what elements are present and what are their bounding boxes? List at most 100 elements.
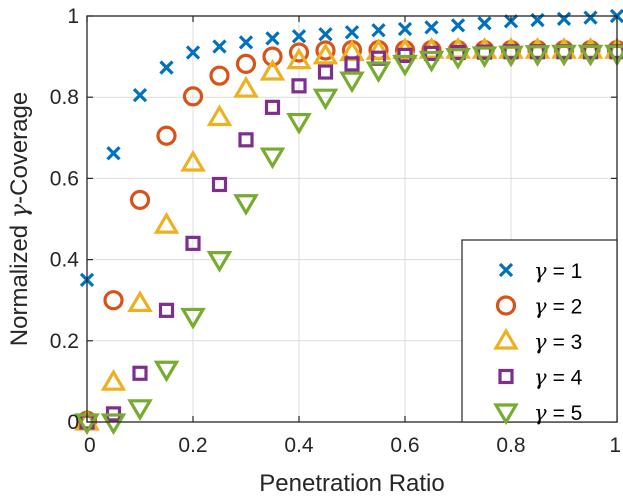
x-tick-label: 0.2 <box>178 434 207 457</box>
series-1-point <box>265 31 280 46</box>
series-5-point <box>127 399 153 421</box>
series-2-point <box>182 86 204 107</box>
series-5-point <box>418 50 445 73</box>
series-4-point <box>291 78 307 94</box>
series-1-point <box>397 21 413 37</box>
y-tick-labels: 0 0.2 0.4 0.6 0.8 1 <box>50 5 80 434</box>
series-2-point <box>103 290 124 311</box>
series-3-point <box>312 42 339 65</box>
x-tick-label: 0.6 <box>390 434 419 457</box>
legend: γ = 1 γ = 2 γ = 3 γ = 4 γ = 5 <box>461 239 618 426</box>
x-tick-labels: 0 0.2 0.4 0.6 0.8 1 <box>84 434 621 457</box>
series-2-point <box>209 65 230 86</box>
series-5-point <box>577 44 604 67</box>
series-4-point <box>132 365 148 381</box>
series-2-point <box>288 42 310 63</box>
legend-marker-3 <box>493 327 519 350</box>
series-3-point <box>365 38 392 60</box>
series-1-point <box>185 45 201 60</box>
series-1-point <box>238 35 254 50</box>
legend-item-3: γ = 3 <box>493 327 582 354</box>
legend-item-1: γ = 1 <box>498 259 582 283</box>
series-1-point <box>371 23 386 38</box>
legend-marker-5 <box>493 403 519 426</box>
series-5-point <box>180 307 206 330</box>
legend-symbol: γ <box>534 366 547 390</box>
series-5 <box>74 44 623 436</box>
series-3-point <box>127 290 153 313</box>
series-1-point <box>291 29 307 44</box>
series-1-point <box>344 25 360 40</box>
series-1-point <box>132 88 148 103</box>
series-3-point <box>339 39 365 62</box>
x-tick-label: 0.4 <box>284 434 314 457</box>
series-4-point <box>158 302 175 318</box>
legend-marker-1 <box>498 262 514 278</box>
series-5-point <box>365 61 392 84</box>
series-4-point <box>185 235 201 251</box>
legend-marker-2 <box>495 295 517 316</box>
series-4-point <box>344 56 360 72</box>
series-5-point <box>153 360 180 383</box>
legend-symbol: γ <box>534 330 547 354</box>
y-axis-label: Normalized γ-Coverage <box>5 92 33 346</box>
series-4-point <box>238 132 254 148</box>
legend-value: = 3 <box>553 331 583 354</box>
series-5-point <box>471 46 498 69</box>
x-tick-label: 0.8 <box>496 434 525 457</box>
legend-item-5: γ = 5 <box>493 401 583 426</box>
axes-box <box>86 15 618 423</box>
legend-symbol: γ <box>534 259 547 283</box>
series-5-point <box>445 47 471 70</box>
series-5-point <box>312 88 339 111</box>
legend-item-4: γ = 4 <box>498 366 583 390</box>
y-tick-label: 0.4 <box>50 249 80 272</box>
series-1-point <box>212 39 227 54</box>
series-1-point <box>556 11 572 26</box>
legend-label-1: γ = 1 <box>534 259 582 283</box>
y-axis-label-suffix: -Coverage <box>6 92 33 204</box>
series-1-point <box>318 27 333 42</box>
series-5-point <box>498 45 524 68</box>
series-5-point <box>259 147 286 170</box>
series-4-point <box>450 44 466 61</box>
series-3-point <box>259 58 286 81</box>
series-2-point <box>315 40 336 61</box>
x-tick-label: 0 <box>84 434 96 457</box>
legend-value: = 5 <box>553 402 583 425</box>
series-2-point <box>235 53 257 75</box>
y-tick-label: 0.8 <box>50 86 79 109</box>
series-2-point <box>129 189 151 211</box>
legend-label-3: γ = 3 <box>534 330 582 354</box>
legend-label-2: γ = 2 <box>534 295 582 319</box>
series-1-point <box>450 18 466 33</box>
legend-value: = 1 <box>553 260 583 283</box>
series-2-point <box>156 125 177 146</box>
legend-symbol: γ <box>534 401 547 425</box>
series-1-point <box>477 16 492 31</box>
series-5-point <box>286 112 312 135</box>
series-1-point <box>159 60 174 75</box>
series-5-point <box>392 54 418 77</box>
legend-value: = 2 <box>553 296 583 319</box>
legend-box <box>461 239 618 423</box>
series-1-point <box>106 146 121 161</box>
legend-value: = 4 <box>553 367 583 390</box>
series-3-point <box>153 211 180 234</box>
series-1-point <box>424 20 439 35</box>
y-tick-label: 1 <box>67 5 79 28</box>
series-1-point <box>583 10 598 25</box>
series-5-point <box>339 71 365 94</box>
series-3-point <box>206 104 233 127</box>
series-3-point <box>180 149 206 172</box>
y-axis-label-symbol: γ <box>5 203 33 218</box>
series-3-point <box>100 369 127 391</box>
series-3-point <box>233 75 259 98</box>
series-5-point <box>100 413 127 436</box>
legend-label-4: γ = 4 <box>534 366 583 390</box>
legend-symbol: γ <box>534 295 547 319</box>
y-axis-label-prefix: Normalized <box>6 218 33 346</box>
series-3-point <box>286 47 312 70</box>
legend-item-2: γ = 2 <box>495 295 582 319</box>
